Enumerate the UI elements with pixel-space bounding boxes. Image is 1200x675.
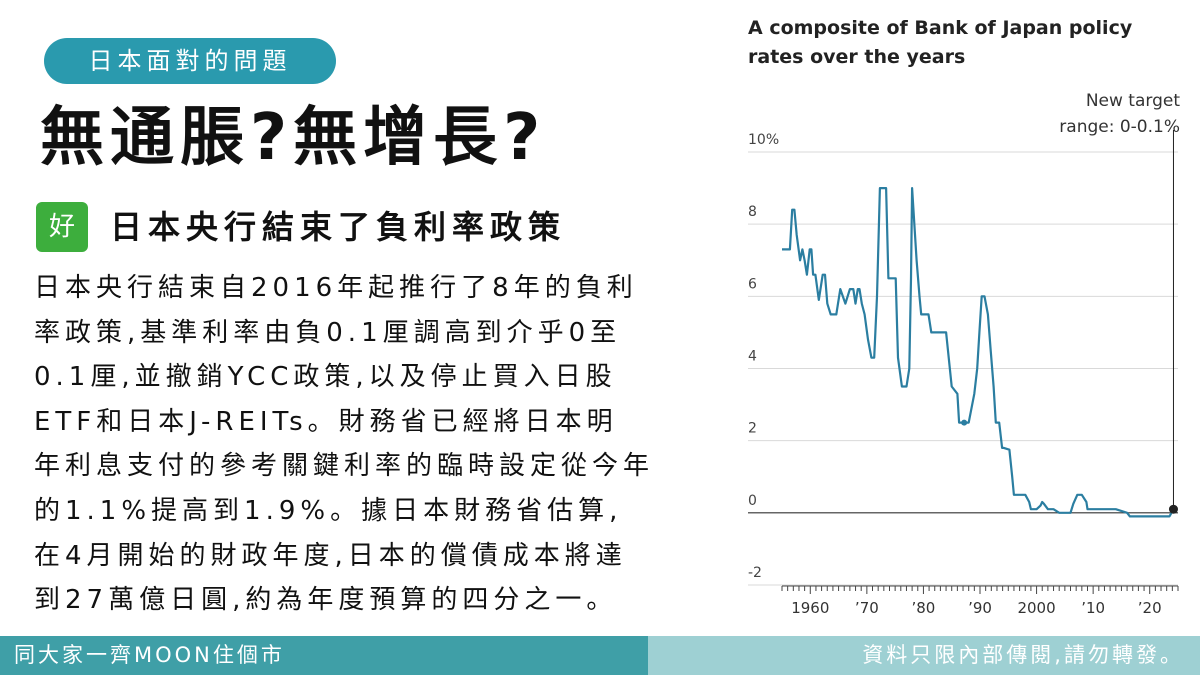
- body-line: 日本央行結束自2016年起推行了8年的負利: [34, 273, 638, 303]
- x-tick-label: ’80: [911, 599, 935, 617]
- policy-rate-line: [782, 186, 1175, 518]
- y-tick-label: 10%: [748, 132, 779, 148]
- footer-slogan: 同大家一齊MOON住個市: [0, 636, 648, 675]
- body-line: 到27萬億日圓,約為年度預算的四分之一。: [34, 585, 618, 616]
- body-line: 率政策,基準利率由負0.1厘調高到介乎0至: [34, 317, 622, 348]
- body-line: 年利息支付的參考關鍵利率的臨時設定從今年: [34, 451, 655, 482]
- y-tick-label: 6: [748, 276, 757, 292]
- subhead: 日本央行結束了負利率政策: [110, 208, 567, 246]
- topic-pill: 日本面對的問題: [44, 38, 336, 84]
- footer-disclaimer: 資料只限內部傳閱,請勿轉發。: [648, 636, 1200, 675]
- y-tick-label: 4: [748, 349, 757, 365]
- x-tick-label: ’10: [1081, 599, 1105, 617]
- chart-title: A composite of Bank of Japan policy rate…: [748, 17, 1133, 68]
- good-badge: 好: [36, 202, 88, 252]
- annotation-line: range: 0-0.1%: [1059, 117, 1180, 137]
- chart-annotation: New target range: 0-0.1%: [1000, 88, 1180, 140]
- policy-rate-chart: 10% 8 6 4 2 0 -2 1960 ’70 ’80 ’90 2000 ’10 ’20: [748, 130, 1179, 617]
- y-tick-label: 8: [748, 204, 757, 220]
- y-tick-label: -2: [748, 565, 762, 581]
- body-line: ETF和日本J-REITs。財務省已經將日本明: [34, 406, 618, 437]
- latest-point-marker: [1168, 504, 1178, 514]
- body-line: 在4月開始的財政年度,日本的償債成本將達: [34, 540, 627, 571]
- annotation-line: New target: [1085, 91, 1180, 111]
- y-tick-label: 0: [748, 493, 757, 509]
- x-tick-label: 2000: [1017, 599, 1055, 617]
- data-point-marker: [961, 419, 968, 426]
- x-tick-label: ’20: [1138, 599, 1162, 617]
- x-tick-label: ’90: [968, 599, 992, 617]
- body-text: 日本央行結束自2016年起推行了8年的負利 率政策,基準利率由負0.1厘調高到介…: [34, 266, 734, 623]
- body-line: 的1.1%提高到1.9%。據日本財務省估算,: [34, 495, 623, 526]
- x-tick-label: ’70: [855, 599, 879, 617]
- y-tick-label: 2: [748, 421, 757, 437]
- x-tick-label: 1960: [791, 599, 829, 617]
- headline: 無通脹?無增長?: [40, 101, 547, 175]
- body-line: 0.1厘,並撤銷YCC政策,以及停止買入日股: [34, 362, 617, 393]
